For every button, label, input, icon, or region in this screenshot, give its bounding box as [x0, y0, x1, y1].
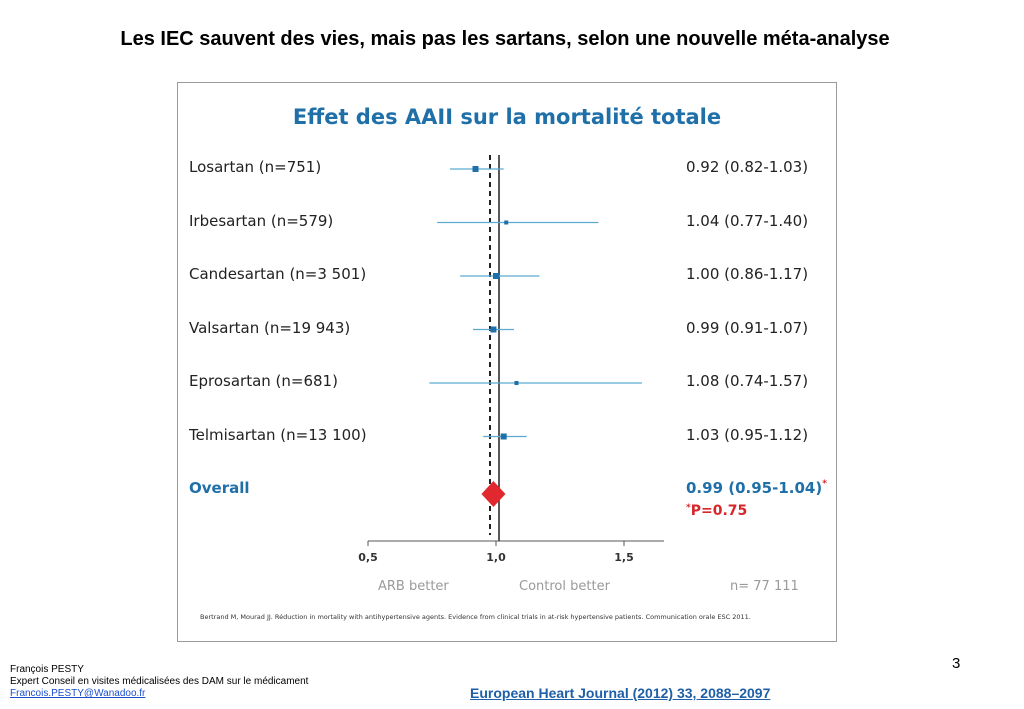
footer-author-block: François PESTY Expert Conseil en visites… [10, 664, 308, 700]
overall-diamond [481, 481, 506, 507]
study-label: Eprosartan (n=681) [189, 372, 338, 390]
study-point-estimate [472, 166, 479, 172]
page-number: 3 [952, 655, 961, 672]
forest-plot-svg [367, 155, 664, 546]
x-tick-label: 1,5 [614, 551, 634, 564]
study-value: 1.08 (0.74-1.57) [686, 372, 809, 390]
x-tick-label: 1,0 [486, 551, 506, 564]
p-value-text: P=0.75 [690, 503, 748, 519]
slide-title: Les IEC sauvent des vies, mais pas les s… [120, 28, 890, 50]
figure-reference: Bertrand M, Mourad JJ. Réduction in mort… [200, 613, 751, 621]
overall-label: Overall [189, 479, 250, 497]
p-value-marker: * [686, 503, 691, 513]
overall-value: 0.99 (0.95-1.04)* [686, 479, 827, 497]
study-value: 0.92 (0.82-1.03) [686, 158, 809, 176]
study-label: Candesartan (n=3 501) [189, 265, 367, 283]
study-label: Losartan (n=751) [189, 158, 322, 176]
study-value: 1.04 (0.77-1.40) [686, 211, 809, 230]
total-n-label: n= 77 111 [730, 579, 799, 594]
control-better-label: Control better [519, 579, 610, 594]
study-label: Valsartan (n=19 943) [189, 318, 351, 337]
author-email-link[interactable]: Francois.PESTY@Wanadoo.fr [10, 688, 146, 699]
study-label: Irbesartan (n=579) [189, 211, 334, 230]
overall-value-marker: * [822, 479, 827, 489]
study-point-estimate [504, 220, 509, 225]
forest-plot-figure: Effet des AAII sur la mortalité totale L… [177, 82, 837, 642]
study-value: 1.03 (0.95-1.12) [686, 425, 809, 444]
study-label: Telmisartan (n=13 100) [189, 425, 367, 444]
journal-reference-link[interactable]: European Heart Journal (2012) 33, 2088–2… [470, 685, 771, 701]
x-tick-label: 0,5 [358, 551, 378, 564]
chart-title: Effet des AAII sur la mortalité totale [292, 105, 722, 129]
study-point-estimate [493, 273, 499, 279]
author-role: Expert Conseil en visites médicalisées d… [10, 676, 309, 687]
study-value: 1.00 (0.86-1.17) [686, 265, 809, 283]
author-name: François PESTY [10, 664, 84, 675]
p-value-label: *P=0.75 [686, 503, 747, 519]
study-value: 0.99 (0.91-1.07) [686, 318, 809, 337]
study-point-estimate [490, 326, 497, 333]
study-point-estimate [514, 381, 519, 385]
study-point-estimate [500, 433, 507, 440]
arb-better-label: ARB better [378, 579, 449, 594]
